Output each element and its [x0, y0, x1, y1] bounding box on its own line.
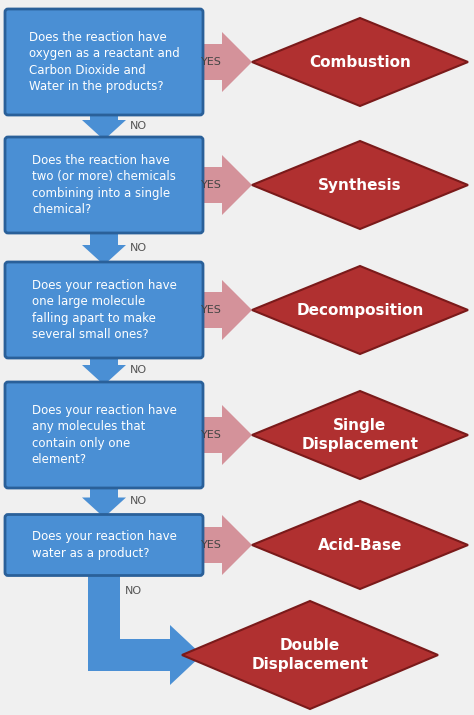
- Text: YES: YES: [201, 540, 221, 550]
- Text: NO: NO: [130, 242, 147, 252]
- Text: NO: NO: [130, 496, 147, 506]
- Polygon shape: [200, 405, 252, 465]
- Text: NO: NO: [130, 121, 147, 131]
- Polygon shape: [200, 280, 252, 340]
- Text: Acid-Base: Acid-Base: [318, 538, 402, 553]
- FancyBboxPatch shape: [5, 262, 203, 358]
- Polygon shape: [200, 155, 252, 215]
- Polygon shape: [200, 32, 252, 92]
- Text: Decomposition: Decomposition: [296, 302, 424, 317]
- Text: Does your reaction have
water as a product?: Does your reaction have water as a produ…: [32, 531, 176, 560]
- FancyBboxPatch shape: [5, 137, 203, 233]
- Polygon shape: [182, 601, 438, 709]
- FancyBboxPatch shape: [5, 382, 203, 488]
- Polygon shape: [88, 625, 202, 685]
- Polygon shape: [82, 355, 126, 385]
- Polygon shape: [82, 485, 126, 518]
- Text: Double
Displacement: Double Displacement: [252, 638, 368, 672]
- Text: YES: YES: [201, 57, 221, 67]
- Polygon shape: [252, 266, 468, 354]
- Text: NO: NO: [130, 365, 147, 375]
- Polygon shape: [252, 391, 468, 479]
- Text: Does your reaction have
one large molecule
falling apart to make
several small o: Does your reaction have one large molecu…: [32, 279, 176, 341]
- Polygon shape: [252, 18, 468, 106]
- FancyBboxPatch shape: [5, 515, 203, 576]
- Text: YES: YES: [201, 305, 221, 315]
- Polygon shape: [252, 141, 468, 229]
- Text: YES: YES: [201, 430, 221, 440]
- Polygon shape: [200, 515, 252, 575]
- Text: Single
Displacement: Single Displacement: [301, 418, 419, 452]
- Polygon shape: [252, 501, 468, 589]
- FancyBboxPatch shape: [5, 9, 203, 115]
- Polygon shape: [82, 112, 126, 140]
- Text: YES: YES: [201, 180, 221, 190]
- Polygon shape: [88, 573, 120, 671]
- Text: Does your reaction have
any molecules that
contain only one
element?: Does your reaction have any molecules th…: [32, 404, 176, 466]
- Text: Synthesis: Synthesis: [318, 177, 402, 192]
- Polygon shape: [82, 230, 126, 265]
- Text: Combustion: Combustion: [309, 54, 411, 69]
- Text: Does the reaction have
oxygen as a reactant and
Carbon Dioxide and
Water in the : Does the reaction have oxygen as a react…: [28, 31, 179, 93]
- Text: Does the reaction have
two (or more) chemicals
combining into a single
chemical?: Does the reaction have two (or more) che…: [32, 154, 176, 216]
- Text: NO: NO: [125, 586, 142, 596]
